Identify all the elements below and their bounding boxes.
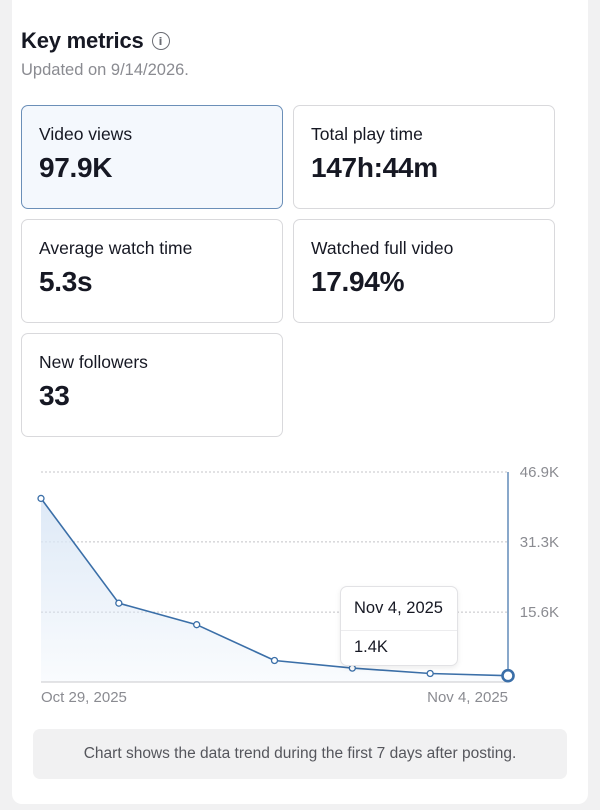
chart-point[interactable] [270,656,279,665]
chart-point-selected[interactable] [501,668,515,683]
metric-card-new-followers[interactable]: New followers 33 [21,333,283,437]
metric-card-average-watch-time[interactable]: Average watch time 5.3s [21,219,283,323]
trend-chart[interactable]: 46.9K 31.3K 15.6K Oct 29, 2025 Nov 4, 2025 [0,440,600,720]
chart-footnote: Chart shows the data trend during the fi… [33,729,567,779]
tooltip-divider [341,630,457,631]
page-title: Key metrics [21,28,144,53]
tooltip-value: 1.4K [354,638,388,656]
y-tick-label: 46.9K [520,464,559,481]
metric-card-total-play-time[interactable]: Total play time 147h:44m [293,105,555,209]
metric-value: 97.9K [39,152,113,183]
metric-label: Watched full video [311,238,454,258]
metric-card-watched-full-video[interactable]: Watched full video 17.94% [293,219,555,323]
y-tick-label: 31.3K [520,534,559,551]
updated-timestamp: Updated on 9/14/2026. [21,61,189,79]
chart-point[interactable] [348,664,356,672]
chart-area-fill [41,498,508,682]
metric-label: Average watch time [39,238,193,258]
chart-point[interactable] [193,621,201,629]
chart-point[interactable] [115,599,123,607]
chart-tooltip: Nov 4, 2025 1.4K [340,586,458,666]
metric-value: 33 [39,380,70,411]
chart-point[interactable] [37,494,45,503]
metric-value: 5.3s [39,266,93,297]
metric-value: 147h:44m [311,152,438,183]
x-tick-label: Oct 29, 2025 [41,689,127,706]
header: Key metrics i [21,28,170,54]
metric-label: New followers [39,352,148,372]
tooltip-date: Nov 4, 2025 [354,599,443,617]
y-tick-label: 15.6K [520,604,559,621]
metric-card-video-views[interactable]: Video views 97.9K [21,105,283,209]
metric-label: Total play time [311,124,423,144]
info-icon[interactable]: i [151,32,170,50]
metric-value: 17.94% [311,266,405,297]
metric-label: Video views [39,124,133,144]
x-tick-label: Nov 4, 2025 [427,689,508,706]
chart-point[interactable] [426,669,434,678]
